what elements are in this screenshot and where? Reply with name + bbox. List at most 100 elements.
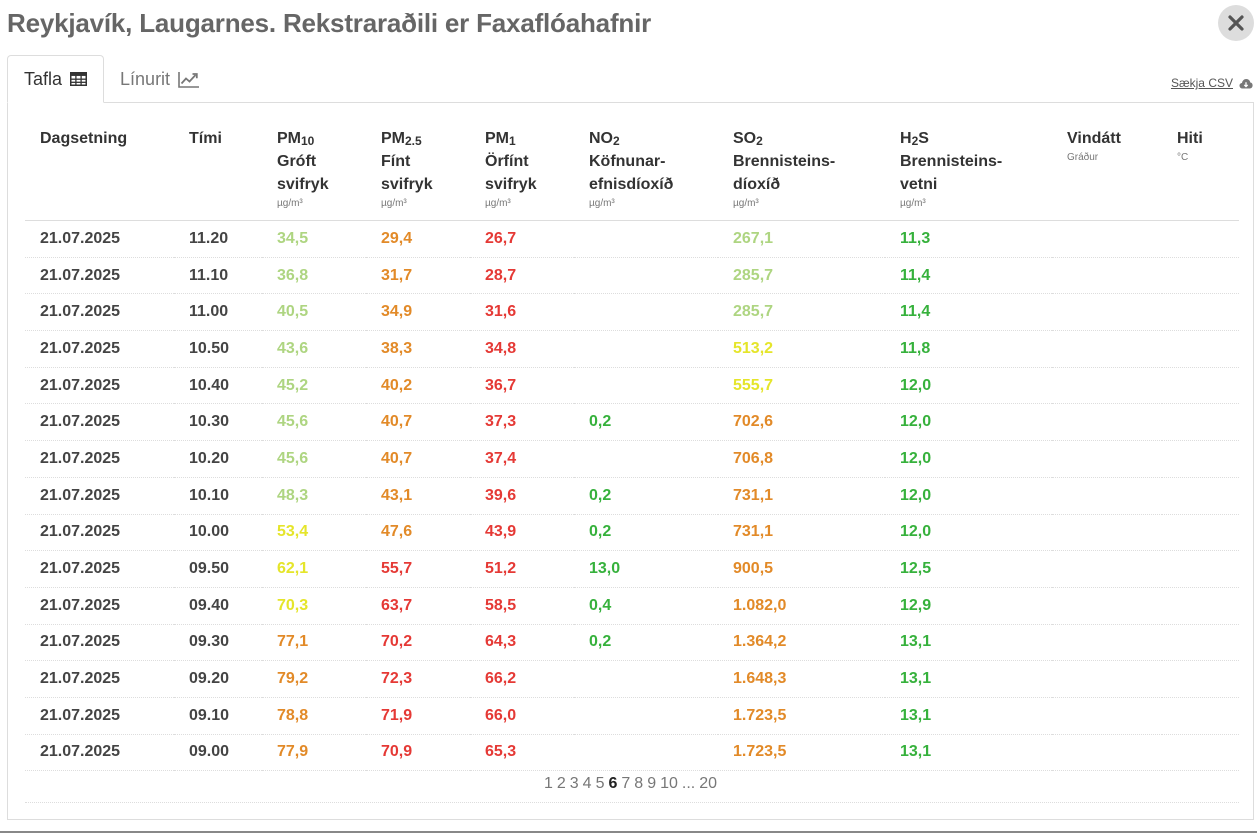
cell-pm10: 43,6 [277,339,309,357]
cell-pm1: 58,5 [485,596,517,614]
page-link-4[interactable]: 4 [582,775,592,792]
page-link-6[interactable]: 6 [608,775,618,792]
data-panel: Dagsetning Tími PM10 Gróft svifryk µg/m³ PM2.5… [7,102,1254,820]
page-link-5[interactable]: 5 [595,775,605,792]
cell-pm1: 37,4 [485,449,517,467]
cell-time: 09.30 [189,633,230,651]
column-header-no2: NO2 Köfnunar-efnisdíoxíð µg/m³ [574,117,718,221]
cell-wind [1052,221,1162,258]
cell-h2s: 12,5 [900,560,932,578]
download-csv-link[interactable]: Sækja CSV [1171,76,1253,90]
cell-date: 21.07.2025 [40,449,121,467]
pagination: 1 2 3 4 5 6 7 8 9 10... 20 [8,775,1253,793]
cell-h2s: 11,4 [900,303,931,321]
cell-pm1: 66,2 [485,670,517,688]
unit-label: µg/m³ [733,198,759,209]
page-link-10[interactable]: 10 [660,775,678,792]
column-header-wind: Vindátt Gráður [1052,117,1162,221]
cell-date: 21.07.2025 [40,560,121,578]
cell-time: 09.20 [189,670,230,688]
page-link-2[interactable]: 2 [556,775,566,792]
cell-pm25: 40,7 [381,449,413,467]
cell-no2 [574,294,718,331]
download-csv-label: Sækja CSV [1170,76,1233,90]
tab-line-chart[interactable]: Línurit [104,55,216,103]
unit-label: µg/m³ [381,198,407,209]
cell-h2s: 12,0 [900,523,932,541]
cell-h2s: 12,0 [900,486,932,504]
cell-time: 11.00 [189,303,229,321]
table-row: 21.07.2025 09.20 79,2 72,3 66,2 1.648,3 13,1 [25,661,1239,698]
cell-temp [1162,514,1239,551]
cell-pm1: 34,8 [485,339,517,357]
cell-time: 09.40 [189,596,230,614]
cell-h2s: 13,1 [900,633,932,651]
cell-no2: 0,2 [589,523,612,541]
cell-time: 10.10 [189,486,230,504]
cell-pm10: 77,9 [277,743,309,761]
cell-date: 21.07.2025 [40,486,121,504]
table-row: 21.07.2025 11.00 40,5 34,9 31,6 285,7 11,4 [25,294,1239,331]
page-link-7[interactable]: 7 [621,775,631,792]
page-link-9[interactable]: 9 [647,775,657,792]
cell-pm10: 62,1 [277,560,309,578]
cell-time: 10.50 [189,339,230,357]
table-row: 21.07.2025 10.20 45,6 40,7 37,4 706,8 12,0 [25,441,1239,478]
page-link-20[interactable]: 20 [699,775,718,792]
cell-h2s: 12,0 [900,449,932,467]
column-header-pm1: PM1 Örfínt svifryk µg/m³ [470,117,574,221]
column-header-date: Dagsetning [40,130,128,147]
table-row: 21.07.2025 09.30 77,1 70,2 64,3 0,2 1.364,2 13,… [25,624,1239,661]
view-tabs: Tafla Línurit [7,55,216,103]
cell-so2: 900,5 [733,560,774,578]
close-button[interactable] [1218,5,1254,41]
cell-pm10: 79,2 [277,670,309,688]
cell-pm1: 36,7 [485,376,517,394]
cell-no2 [574,367,718,404]
cell-so2: 513,2 [733,339,774,357]
cell-time: 09.00 [189,743,230,761]
cell-time: 11.10 [189,266,229,284]
cell-wind [1052,551,1162,588]
column-header-h2s: H2S Brennisteins-vetni µg/m³ [885,117,1052,221]
cell-pm1: 31,6 [485,303,517,321]
table-row: 21.07.2025 10.10 48,3 43,1 39,6 0,2 731,1 12,0 [25,477,1239,514]
cell-no2 [574,734,718,771]
cell-pm1: 65,3 [485,743,517,761]
cell-time: 10.30 [189,413,230,431]
page-link-3[interactable]: 3 [569,775,579,792]
cloud-download-icon [1239,78,1253,88]
page-link-8[interactable]: 8 [634,775,644,792]
table-header: Dagsetning Tími PM10 Gróft svifryk µg/m³ PM2.5… [25,117,1239,221]
cell-so2: 1.364,2 [733,633,787,651]
cell-h2s: 12,0 [900,413,932,431]
cell-so2: 706,8 [733,449,774,467]
cell-so2: 1.723,5 [733,706,787,724]
unit-label: °C [1177,152,1189,163]
table-row: 21.07.2025 10.40 45,2 40,2 36,7 555,7 12,0 [25,367,1239,404]
cell-pm10: 45,6 [277,413,309,431]
cell-date: 21.07.2025 [40,596,121,614]
column-header-pm25: PM2.5 Fínt svifryk µg/m³ [366,117,470,221]
cell-date: 21.07.2025 [40,670,121,688]
tab-table[interactable]: Tafla [7,55,105,103]
cell-wind [1052,697,1162,734]
cell-pm25: 70,9 [381,743,413,761]
cell-temp [1162,661,1239,698]
table-row: 21.07.2025 11.10 36,8 31,7 28,7 285,7 11,4 [25,257,1239,294]
column-header-temp: Hiti °C [1162,117,1239,221]
cell-wind [1052,331,1162,368]
cell-wind [1052,514,1162,551]
cell-date: 21.07.2025 [40,633,121,651]
page-link-1[interactable]: 1 [543,775,553,792]
cell-pm25: 31,7 [381,266,413,284]
cell-pm10: 45,2 [277,376,309,394]
unit-label: Gráður [1067,152,1099,163]
tab-table-label: Tafla [24,68,63,89]
cell-h2s: 12,9 [900,596,932,614]
cell-no2: 0,2 [589,633,612,651]
cell-time: 10.40 [189,376,230,394]
table-row: 21.07.2025 09.00 77,9 70,9 65,3 1.723,5 13,1 [25,734,1239,771]
cell-so2: 702,6 [733,413,774,431]
column-header-time: Tími [189,130,222,147]
